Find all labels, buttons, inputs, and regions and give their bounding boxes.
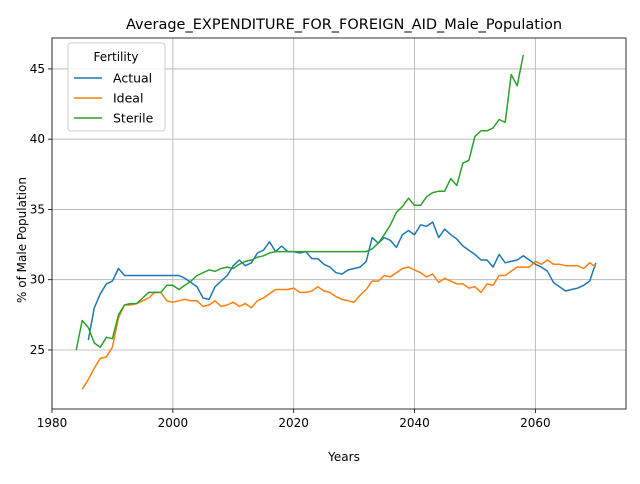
y-tick-label: 40 <box>30 132 45 146</box>
x-tick-label: 2060 <box>520 416 551 430</box>
x-tick-label: 1980 <box>37 416 68 430</box>
series-layer <box>75 54 597 390</box>
x-tick-label: 2000 <box>158 416 189 430</box>
y-tick-label: 25 <box>30 343 45 357</box>
x-tick-label: 2020 <box>278 416 309 430</box>
series-line-ideal <box>81 259 597 390</box>
y-tick-label: 35 <box>30 202 45 216</box>
grid-lines <box>51 38 626 409</box>
legend-title: Fertility <box>93 50 138 64</box>
legend-items: Actual Ideal Sterile <box>74 71 154 126</box>
series-line-sterile <box>75 54 525 351</box>
y-tick-label: 30 <box>30 273 45 287</box>
y-tick-label: 45 <box>30 62 45 76</box>
chart-title: Average_EXPENDITURE_FOR_FOREIGN_AID_Male… <box>126 17 562 33</box>
legend-label-ideal: Ideal <box>113 91 143 106</box>
y-axis-ticks: 25 30 35 40 45 <box>30 62 52 357</box>
x-axis-label: Years <box>327 450 360 464</box>
legend-label-sterile: Sterile <box>113 111 154 126</box>
legend: Fertility Actual Ideal Sterile <box>67 42 166 132</box>
x-tick-label: 2040 <box>399 416 430 430</box>
legend-box <box>67 42 166 132</box>
y-axis-label: % of Male Population <box>15 177 29 303</box>
legend-label-actual: Actual <box>113 71 152 86</box>
series-line-actual <box>87 221 597 341</box>
x-axis-ticks: 1980 2000 2020 2040 2060 <box>37 409 551 430</box>
plot-frame <box>51 37 627 410</box>
